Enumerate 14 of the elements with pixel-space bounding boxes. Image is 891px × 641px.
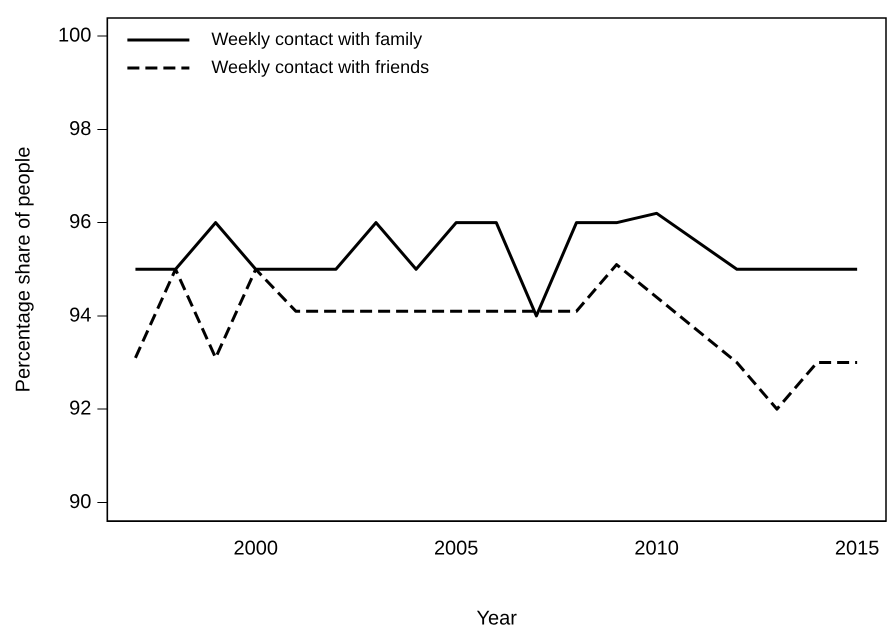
y-tick-label: 100	[58, 24, 92, 47]
x-axis-title: Year	[476, 608, 518, 630]
y-tick-label: 94	[69, 304, 92, 326]
x-tick-label: 2015	[834, 538, 880, 560]
y-tick-label: 92	[69, 398, 92, 420]
x-tick-label: 2010	[634, 538, 679, 560]
y-tick-label: 96	[69, 211, 92, 234]
x-tick-label: 2000	[233, 538, 278, 560]
legend-label: Weekly contact with friends	[211, 56, 430, 77]
y-axis-title: Percentage share of people	[12, 146, 35, 392]
x-tick-label: 2005	[434, 538, 478, 560]
y-tick-label: 90	[69, 490, 92, 513]
y-tick-label: 98	[69, 118, 92, 140]
legend-label: Weekly contact with family	[211, 28, 422, 49]
